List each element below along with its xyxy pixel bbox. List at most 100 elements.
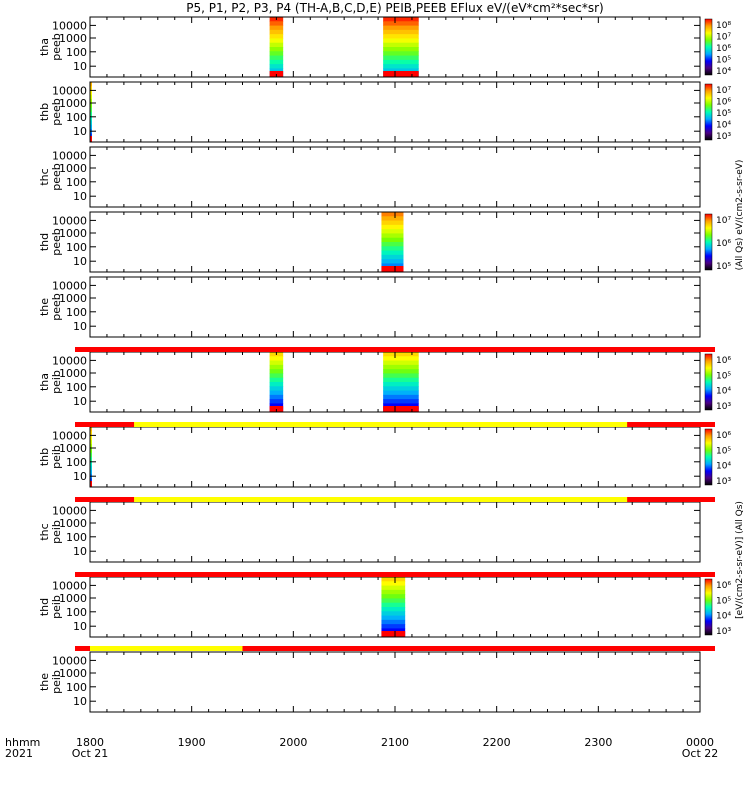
data-cell: [269, 42, 284, 48]
panel-label-line1: thd: [38, 233, 51, 251]
data-cell: [269, 68, 284, 74]
data-cell: [269, 382, 284, 387]
data-cell: [90, 469, 92, 475]
data-cell: [381, 602, 406, 608]
data-cell: [269, 394, 284, 400]
x-row-label: hhmm: [5, 736, 40, 749]
data-cell: [269, 55, 284, 61]
data-cell: [381, 631, 406, 637]
mode-bar: [75, 572, 715, 577]
y-tick-label: 100: [66, 306, 87, 319]
panel-frame: [89, 426, 701, 488]
data-cell: [381, 577, 406, 582]
mode-bar: [75, 646, 715, 651]
data-cell: [90, 461, 92, 467]
data-cell: [383, 21, 419, 27]
data-cell: [381, 619, 406, 625]
y-tick-label: 1000: [59, 292, 87, 305]
colorbar: [704, 353, 713, 411]
y-tick-label: 10000: [52, 504, 87, 517]
data-cell: [90, 82, 92, 87]
data-cell: [383, 55, 419, 61]
y-tick-label: 10: [73, 190, 87, 203]
panel-label-line2: peeb: [50, 98, 63, 126]
data-cell: [90, 452, 92, 458]
y-tick-label: 1000: [59, 32, 87, 45]
panel-label-line2: peeb: [50, 163, 63, 191]
mode-bar-fast: [90, 646, 243, 651]
colorbar: [704, 18, 713, 76]
panel-label-line1: thb: [38, 103, 51, 121]
data-cell: [383, 394, 419, 400]
data-cell: [269, 356, 284, 362]
y-tick-label: 10000: [52, 279, 87, 292]
data-cell: [269, 59, 284, 65]
y-tick-label: 100: [66, 456, 87, 469]
colorbar-tick-label: 10⁶: [716, 239, 731, 249]
data-cell: [269, 364, 284, 370]
panel-thd-peeb: [89, 211, 713, 273]
x-tick-label: 2200: [483, 736, 511, 749]
panel-the-peeb: [89, 276, 701, 338]
panel-label-line2: peib: [50, 520, 63, 544]
panel-label-line1: tha: [38, 38, 51, 56]
data-cell: [383, 369, 419, 374]
panel-frame: [89, 651, 701, 713]
data-cell: [383, 51, 419, 57]
data-cell: [90, 120, 92, 126]
data-cell: [381, 263, 404, 269]
data-cell: [269, 390, 284, 396]
data-cell: [90, 124, 92, 130]
panel-tha-peeb: [89, 16, 713, 78]
y-tick-label: 10: [73, 620, 87, 633]
data-cell: [383, 68, 419, 74]
mode-bar-fast: [134, 422, 628, 427]
colorbar-tick-label: 10⁴: [716, 121, 731, 131]
panel-label-line2: peib: [50, 370, 63, 394]
y-tick-label: 1000: [59, 667, 87, 680]
colorbar-tick-label: 10⁶: [716, 431, 731, 441]
y-tick-label: 1000: [59, 227, 87, 240]
panel-label-line2: peib: [50, 445, 63, 469]
data-cell: [381, 212, 404, 217]
plot-title: P5, P1, P2, P3, P4 (TH-A,B,C,D,E) PEIB,P…: [186, 1, 604, 15]
y-tick-label: 10: [73, 320, 87, 333]
data-cell: [381, 216, 404, 222]
data-cell: [383, 386, 419, 392]
data-cell: [381, 581, 406, 587]
data-cell: [90, 103, 92, 109]
y-tick-label: 1000: [59, 517, 87, 530]
panel-frame: [89, 81, 701, 143]
mode-bar-fast: [134, 497, 628, 502]
panel-frame: [89, 276, 701, 338]
data-cell: [269, 399, 284, 404]
data-cell: [90, 427, 92, 432]
colorbar-tick-label: 10⁵: [716, 109, 731, 119]
data-cell: [269, 51, 284, 57]
data-cell: [381, 266, 404, 272]
data-cell: [381, 589, 406, 595]
panel-label-line1: thc: [38, 523, 51, 540]
x-tick-label: 2000: [279, 736, 307, 749]
x-tick-label: 1900: [178, 736, 206, 749]
data-cell: [90, 435, 92, 441]
data-cell: [381, 615, 406, 621]
y-tick-label: 10: [73, 255, 87, 268]
data-cell: [383, 403, 419, 409]
colorbar-tick-label: 10⁵: [716, 371, 731, 381]
colorbar-tick-label: 10³: [716, 477, 731, 487]
data-cell: [269, 38, 284, 44]
data-cell: [90, 478, 92, 484]
data-cell: [381, 598, 406, 604]
data-cell: [383, 71, 419, 77]
colorbar-tick-label: 10⁵: [716, 596, 731, 606]
data-cell: [381, 611, 406, 617]
panel-thc-peeb: [89, 146, 701, 208]
y-tick-label: 100: [66, 606, 87, 619]
data-cell: [90, 133, 92, 139]
y-tick-label: 100: [66, 176, 87, 189]
data-cell: [383, 59, 419, 65]
data-cell: [383, 47, 419, 52]
y-tick-label: 100: [66, 681, 87, 694]
panel-tha-peib: [89, 351, 713, 413]
